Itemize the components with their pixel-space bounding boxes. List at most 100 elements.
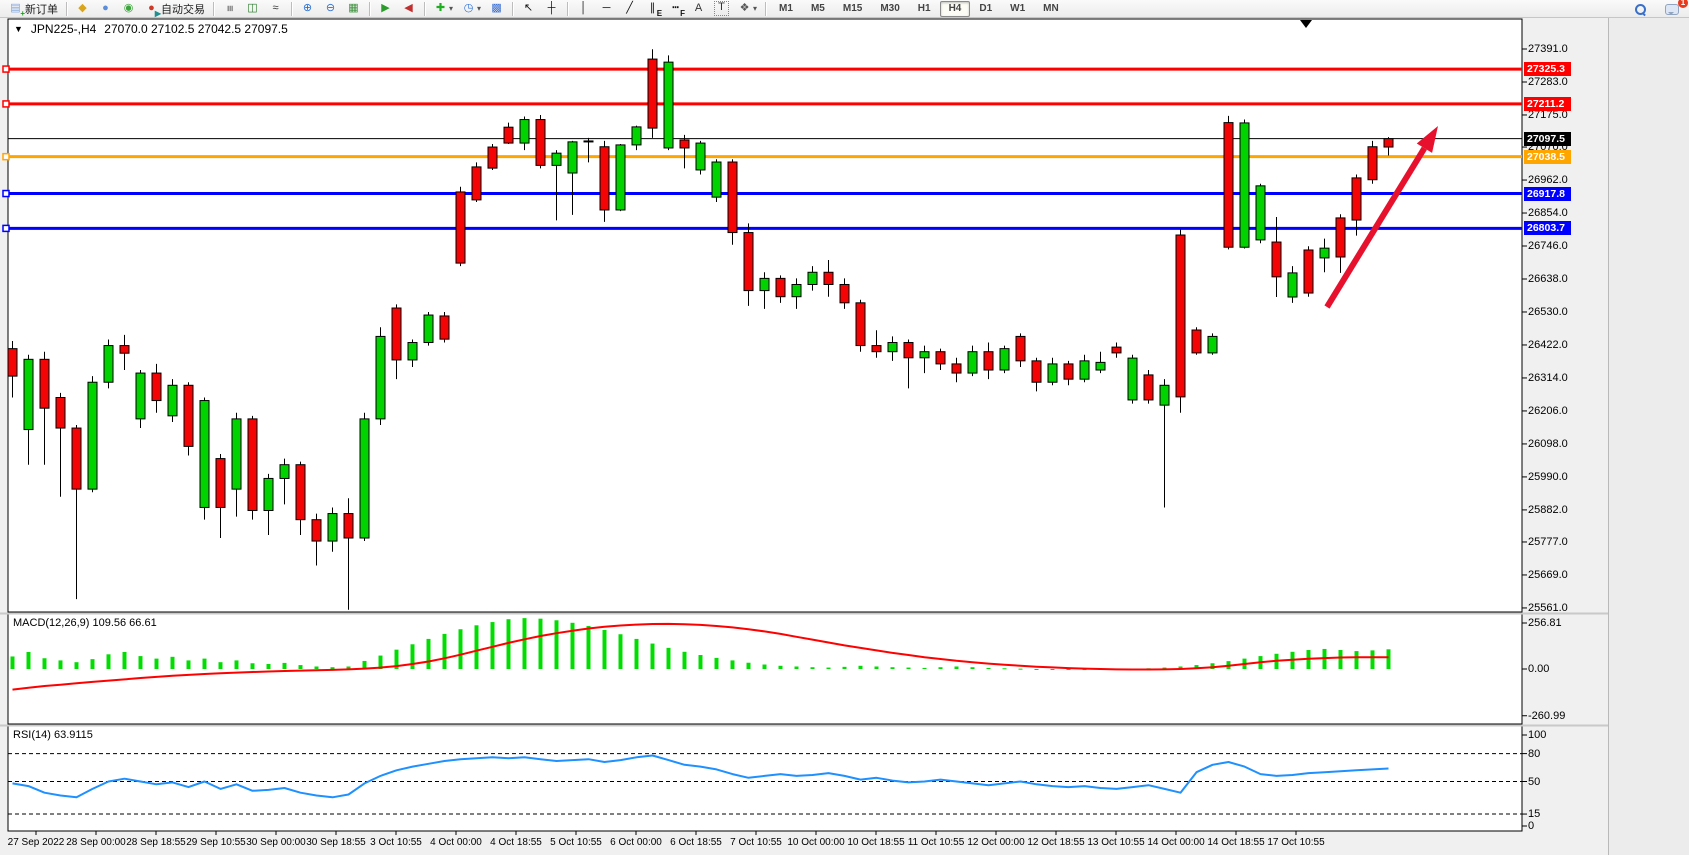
candle-body xyxy=(455,191,466,264)
search-button[interactable] xyxy=(1630,1,1651,17)
hline-button[interactable]: ─ xyxy=(595,1,618,17)
chart-shift-button[interactable]: ◀ xyxy=(397,1,420,17)
text-label-icon: T xyxy=(714,1,730,16)
rsi-pane[interactable] xyxy=(7,725,1523,832)
bottom-strip xyxy=(0,851,1608,855)
timeframe-m30[interactable]: M30 xyxy=(871,1,908,17)
fibonacci-button[interactable]: ┅ F xyxy=(664,1,687,18)
timeframe-m5[interactable]: M5 xyxy=(802,1,834,17)
add-indicator-button[interactable]: ✚ ▾ xyxy=(429,1,457,17)
candle-body xyxy=(407,342,418,361)
new-order-icon: ▤ + xyxy=(10,2,25,18)
date-label: 4 Oct 00:00 xyxy=(430,837,482,848)
macd-bar xyxy=(906,667,911,669)
bar-chart-button[interactable]: ≡ xyxy=(218,1,241,17)
candle-body xyxy=(711,161,722,198)
candle-body xyxy=(1143,374,1154,401)
timeframe-h4-label: H4 xyxy=(948,3,962,14)
trend-arrow-shaft[interactable] xyxy=(1324,146,1427,309)
macd-bar xyxy=(810,667,815,669)
vline-button[interactable]: │ xyxy=(572,1,595,17)
date-label: 5 Oct 10:55 xyxy=(550,837,602,848)
period-button[interactable]: ◷ ▾ xyxy=(457,1,485,17)
auto-scroll-button[interactable]: ▶ xyxy=(374,1,397,17)
templates-button[interactable]: ▩ xyxy=(485,1,508,17)
candle-body xyxy=(935,351,946,365)
crosshair-icon: ┼ xyxy=(547,2,556,14)
timeframe-mn[interactable]: MN xyxy=(1034,1,1068,17)
timeframe-m15[interactable]: M15 xyxy=(834,1,871,17)
candle-body xyxy=(871,345,882,353)
support-line-1-handle[interactable] xyxy=(2,189,10,198)
candle-body xyxy=(1111,346,1122,354)
macd-bar xyxy=(730,660,735,669)
timeframe-h4[interactable]: H4 xyxy=(939,0,971,17)
price-tick-label: 26206.0 xyxy=(1528,405,1568,417)
timeframe-w1[interactable]: W1 xyxy=(1001,1,1034,17)
trend-arrow-head[interactable] xyxy=(1416,126,1438,153)
price-badge-26803.7: 26803.7 xyxy=(1524,221,1571,235)
macd-bar xyxy=(602,629,607,669)
cursor-button[interactable]: ↖ xyxy=(517,1,540,17)
candle-body xyxy=(247,418,258,512)
chart-title: ▼ JPN225-,H4 27070.0 27102.5 27042.5 270… xyxy=(14,22,288,36)
collapse-icon[interactable]: ▼ xyxy=(14,24,23,34)
autotrading-button[interactable]: ● ▶ 自动交易 xyxy=(140,1,209,18)
pivot-line-handle[interactable] xyxy=(2,152,10,161)
timeframe-h1[interactable]: H1 xyxy=(909,1,940,17)
zoom-out-icon: ⊖ xyxy=(325,2,336,14)
autotrading-icon: ● ▶ xyxy=(148,2,161,18)
price-tick-label: 27175.0 xyxy=(1528,109,1568,121)
macd-bar xyxy=(26,651,31,669)
macd-bar xyxy=(1194,665,1199,669)
candle-body xyxy=(279,464,290,479)
main-pane[interactable] xyxy=(7,18,1523,613)
zoom-out-button[interactable]: ⊖ xyxy=(319,1,342,17)
timeframe-m1-label: M1 xyxy=(779,3,793,14)
tile-windows-button[interactable]: ▦ xyxy=(342,1,365,17)
macd-bar xyxy=(570,622,575,669)
market-button[interactable]: ◆ xyxy=(71,1,94,17)
timeframe-w1-label: W1 xyxy=(1010,3,1026,14)
timeframe-d1[interactable]: D1 xyxy=(970,1,1001,17)
community-button[interactable]: ● xyxy=(94,1,117,17)
candle-body xyxy=(647,58,658,129)
dropdown-caret-icon: ▾ xyxy=(477,4,482,13)
candle-body xyxy=(295,464,306,521)
new-order-button[interactable]: ▤ + 新订单 xyxy=(4,1,62,18)
macd-bar xyxy=(1018,668,1023,670)
support-line-2-handle[interactable] xyxy=(2,224,10,233)
arrows-button[interactable]: ❖ ▾ xyxy=(733,1,761,17)
resistance-line-2-handle[interactable] xyxy=(2,100,10,108)
candle-body xyxy=(535,119,546,166)
candle-body xyxy=(1303,249,1314,294)
candle-body xyxy=(439,315,450,340)
candle-body xyxy=(87,381,98,490)
trendline-button[interactable]: ╱ xyxy=(618,1,641,17)
candle-body xyxy=(727,161,738,234)
notifications-button[interactable]: 1 xyxy=(1661,0,1688,17)
text-label-button[interactable]: T xyxy=(710,1,733,17)
macd-bar xyxy=(282,662,287,669)
macd-bar xyxy=(682,651,687,669)
macd-bar xyxy=(1034,669,1039,670)
zoom-in-button[interactable]: ⊕ xyxy=(296,1,319,17)
candle-body xyxy=(487,146,498,169)
timeframe-m1[interactable]: M1 xyxy=(770,1,802,17)
text-button[interactable]: A xyxy=(687,1,710,17)
macd-bar xyxy=(586,626,591,669)
signals-button[interactable]: ◉ xyxy=(117,1,140,17)
line-chart-button[interactable]: ≈ xyxy=(264,1,287,17)
candle-body xyxy=(743,232,754,292)
candle-body xyxy=(119,345,130,354)
rsi-tick-label: 50 xyxy=(1528,776,1541,788)
macd-bar xyxy=(330,667,335,669)
equidistant-channel-button[interactable]: ∥ E xyxy=(641,1,664,18)
candle-body xyxy=(1095,361,1106,371)
crosshair-button[interactable]: ┼ xyxy=(540,1,563,17)
resistance-line-1-handle[interactable] xyxy=(2,65,10,73)
candlestick-chart-button[interactable]: ◫ xyxy=(241,1,264,17)
macd-bar xyxy=(1002,668,1007,670)
chart-shift-marker[interactable] xyxy=(1300,20,1312,28)
